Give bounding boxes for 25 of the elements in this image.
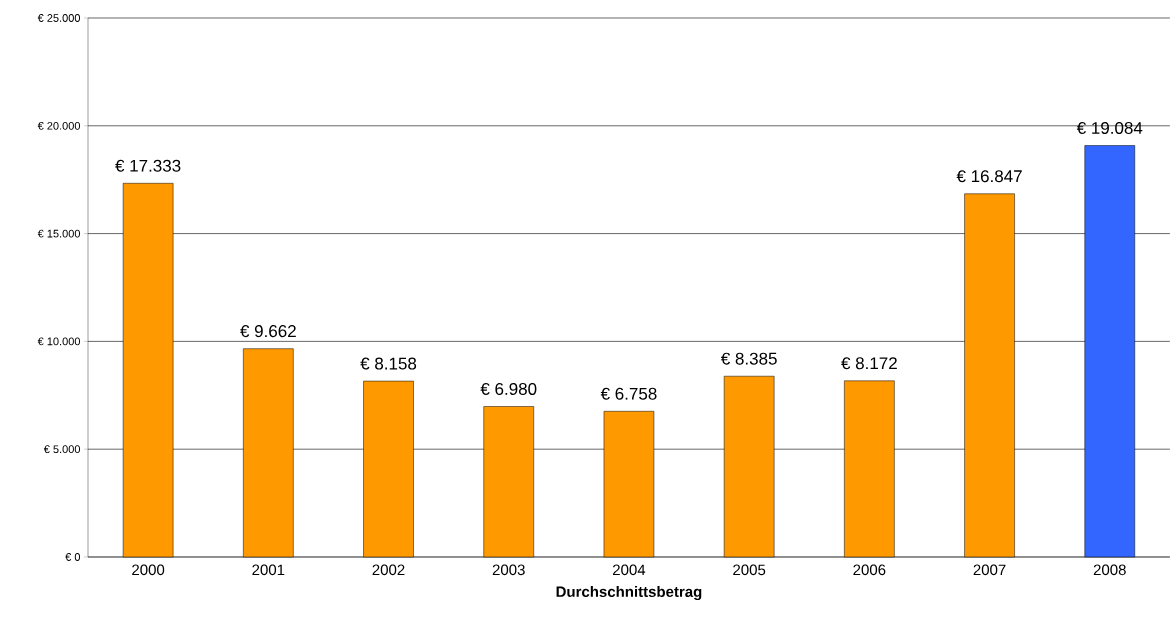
data-label: € 8.158: [360, 357, 417, 370]
data-label: € 16.847: [956, 170, 1022, 183]
data-label: € 6.980: [480, 382, 537, 395]
x-tick-label: 2004: [613, 564, 646, 576]
x-tick-label: 2002: [372, 564, 405, 576]
x-axis-title: Durchschnittsbetrag: [556, 586, 702, 601]
y-tick-label: € 5.000: [43, 445, 81, 454]
data-label: € 8.385: [720, 352, 777, 365]
data-label: € 8.172: [841, 357, 897, 370]
x-tick-label: 2006: [853, 564, 886, 576]
x-tick-label: 2001: [252, 564, 285, 576]
data-label: € 19.084: [1076, 121, 1143, 135]
y-tick-label: € 15.000: [37, 229, 81, 238]
x-tick-label: 2000: [132, 564, 165, 576]
y-tick-label: € 25.000: [37, 14, 81, 22]
x-tick-label: 2007: [973, 564, 1006, 576]
data-label: € 9.662: [240, 325, 296, 338]
x-tick-label: 2003: [492, 564, 525, 576]
x-tick-label: 2005: [733, 564, 766, 576]
y-tick-label: € 20.000: [37, 121, 81, 130]
y-tick-label: € 10.000: [37, 337, 81, 346]
data-label: € 6.758: [600, 387, 657, 400]
data-label: € 17.333: [115, 159, 181, 172]
y-tick-label: € 0: [65, 553, 81, 561]
x-tick-label: 2008: [1093, 564, 1126, 576]
